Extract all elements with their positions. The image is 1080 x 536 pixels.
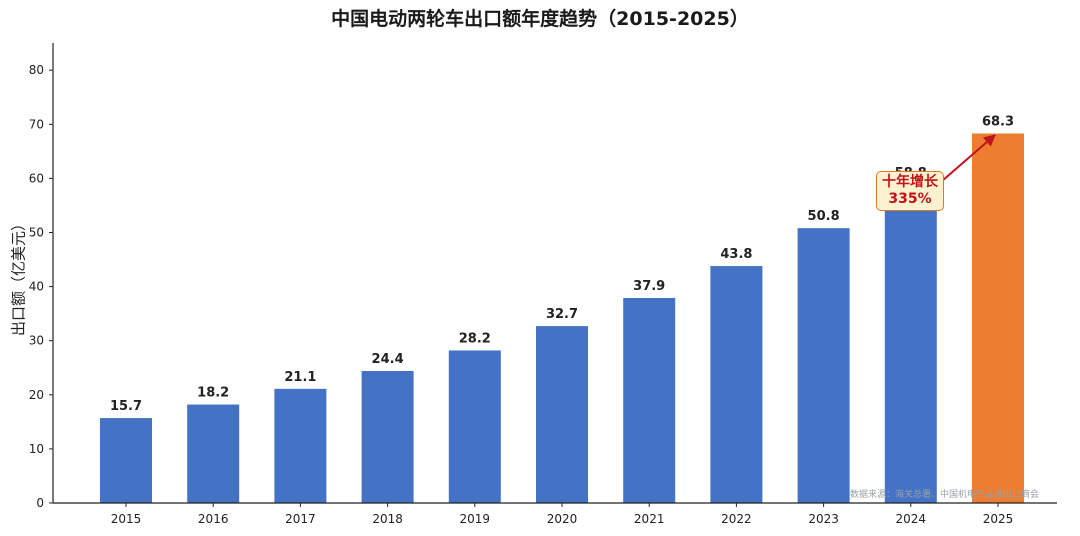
bar-2017 xyxy=(274,388,327,503)
data-label-2015: 15.7 xyxy=(110,399,142,414)
data-label-2025: 68.3 xyxy=(982,114,1014,129)
data-label-2023: 50.8 xyxy=(808,209,840,224)
y-tick-10: 10 xyxy=(29,442,44,456)
x-tick-2020: 2020 xyxy=(547,512,578,526)
x-tick-2016: 2016 xyxy=(198,512,229,526)
bar-2018 xyxy=(361,370,414,503)
chart-title: 中国电动两轮车出口额年度趋势（2015-2025） xyxy=(331,8,749,30)
callout-title: 十年增长 xyxy=(882,174,938,190)
source-note: 数据来源：海关总署、中国机电产品进出口商会 xyxy=(850,490,1040,500)
x-tick-2019: 2019 xyxy=(460,512,491,526)
y-tick-50: 50 xyxy=(29,226,44,240)
x-tick-2017: 2017 xyxy=(285,512,316,526)
bar-2020 xyxy=(536,326,588,503)
data-label-2017: 21.1 xyxy=(284,370,316,385)
bar-2024 xyxy=(884,184,937,503)
y-tick-40: 40 xyxy=(29,280,44,294)
y-tick-60: 60 xyxy=(29,171,44,185)
growth-callout: 十年增长 335% xyxy=(876,171,944,211)
bar-2019 xyxy=(448,350,501,503)
y-tick-80: 80 xyxy=(29,63,44,77)
callout-percent: 335% xyxy=(888,191,932,207)
bar-2025 xyxy=(972,133,1024,503)
y-tick-0: 0 xyxy=(36,496,44,510)
bar-2016 xyxy=(187,404,240,503)
y-tick-20: 20 xyxy=(29,388,44,402)
data-label-2018: 24.4 xyxy=(372,352,404,367)
x-tick-2018: 2018 xyxy=(372,512,403,526)
x-tick-2025: 2025 xyxy=(983,512,1014,526)
bar-2021 xyxy=(623,297,676,503)
x-tick-2024: 2024 xyxy=(896,512,927,526)
data-label-2019: 28.2 xyxy=(459,331,491,346)
y-tick-70: 70 xyxy=(29,117,44,131)
bar-2023 xyxy=(797,228,850,503)
x-tick-2023: 2023 xyxy=(808,512,839,526)
x-tick-2022: 2022 xyxy=(721,512,752,526)
bar-2015 xyxy=(100,418,152,503)
data-label-2022: 43.8 xyxy=(720,247,752,262)
y-tick-30: 30 xyxy=(29,334,44,348)
data-label-2020: 32.7 xyxy=(546,307,578,322)
x-tick-2021: 2021 xyxy=(634,512,665,526)
bar-2022 xyxy=(710,266,763,503)
growth-arrow xyxy=(941,134,996,182)
data-label-2016: 18.2 xyxy=(197,386,229,401)
data-label-2021: 37.9 xyxy=(633,279,665,294)
x-tick-2015: 2015 xyxy=(111,512,142,526)
